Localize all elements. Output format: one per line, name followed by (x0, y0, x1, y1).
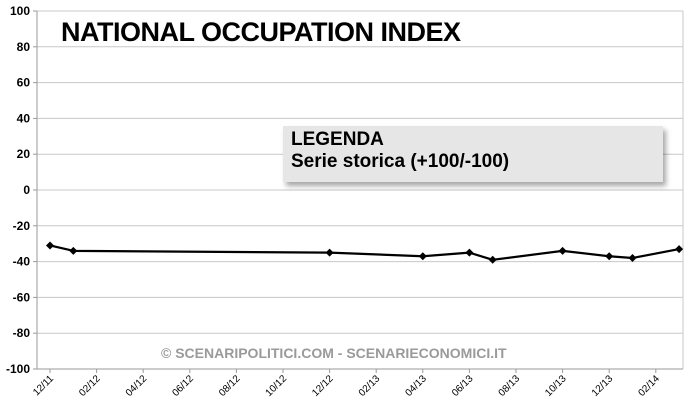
data-point (325, 248, 334, 257)
y-tick-label: 20 (17, 147, 31, 161)
data-point (465, 248, 474, 257)
y-tick-label: 60 (17, 76, 31, 90)
data-point (418, 252, 427, 261)
legend: LEGENDA Serie storica (+100/-100) (283, 126, 663, 182)
watermark: © SCENARIPOLITICI.COM - SCENARIECONOMICI… (161, 345, 507, 361)
y-tick-label: 40 (17, 111, 31, 125)
x-tick-label: 12/12 (310, 373, 336, 399)
data-point (628, 254, 637, 263)
x-tick-label: 10/13 (543, 373, 569, 399)
x-tick-label: 04/13 (403, 373, 429, 399)
y-tick-label: -100 (6, 362, 30, 376)
data-point (69, 246, 78, 255)
x-tick-label: 02/12 (77, 373, 103, 399)
data-point (558, 246, 567, 255)
x-tick-label: 02/13 (357, 373, 383, 399)
y-tick-label: -20 (13, 219, 31, 233)
y-tick-label: 80 (17, 40, 31, 54)
data-point (488, 255, 497, 264)
x-tick-label: 08/12 (217, 373, 243, 399)
x-tick-label: 02/14 (636, 373, 662, 399)
y-tick-label: -40 (13, 255, 31, 269)
y-tick-label: -80 (13, 326, 31, 340)
legend-title: LEGENDA (291, 129, 384, 150)
x-tick-label: 12/13 (590, 373, 616, 399)
x-tick-label: 06/13 (450, 373, 476, 399)
y-tick-label: 100 (10, 4, 30, 18)
x-tick-label: 12/11 (31, 373, 56, 398)
chart-title: NATIONAL OCCUPATION INDEX (61, 17, 461, 47)
legend-entry: Serie storica (+100/-100) (291, 151, 510, 172)
x-tick-label: 06/12 (170, 373, 196, 399)
data-point (605, 252, 614, 261)
x-tick-label: 08/13 (497, 373, 523, 399)
x-tick-label: 04/12 (124, 373, 150, 399)
y-tick-label: 0 (23, 183, 30, 197)
y-tick-label: -60 (13, 290, 31, 304)
data-point (675, 245, 684, 254)
series-line (49, 244, 680, 261)
x-tick-label: 10/12 (264, 373, 290, 399)
data-point (46, 241, 54, 250)
